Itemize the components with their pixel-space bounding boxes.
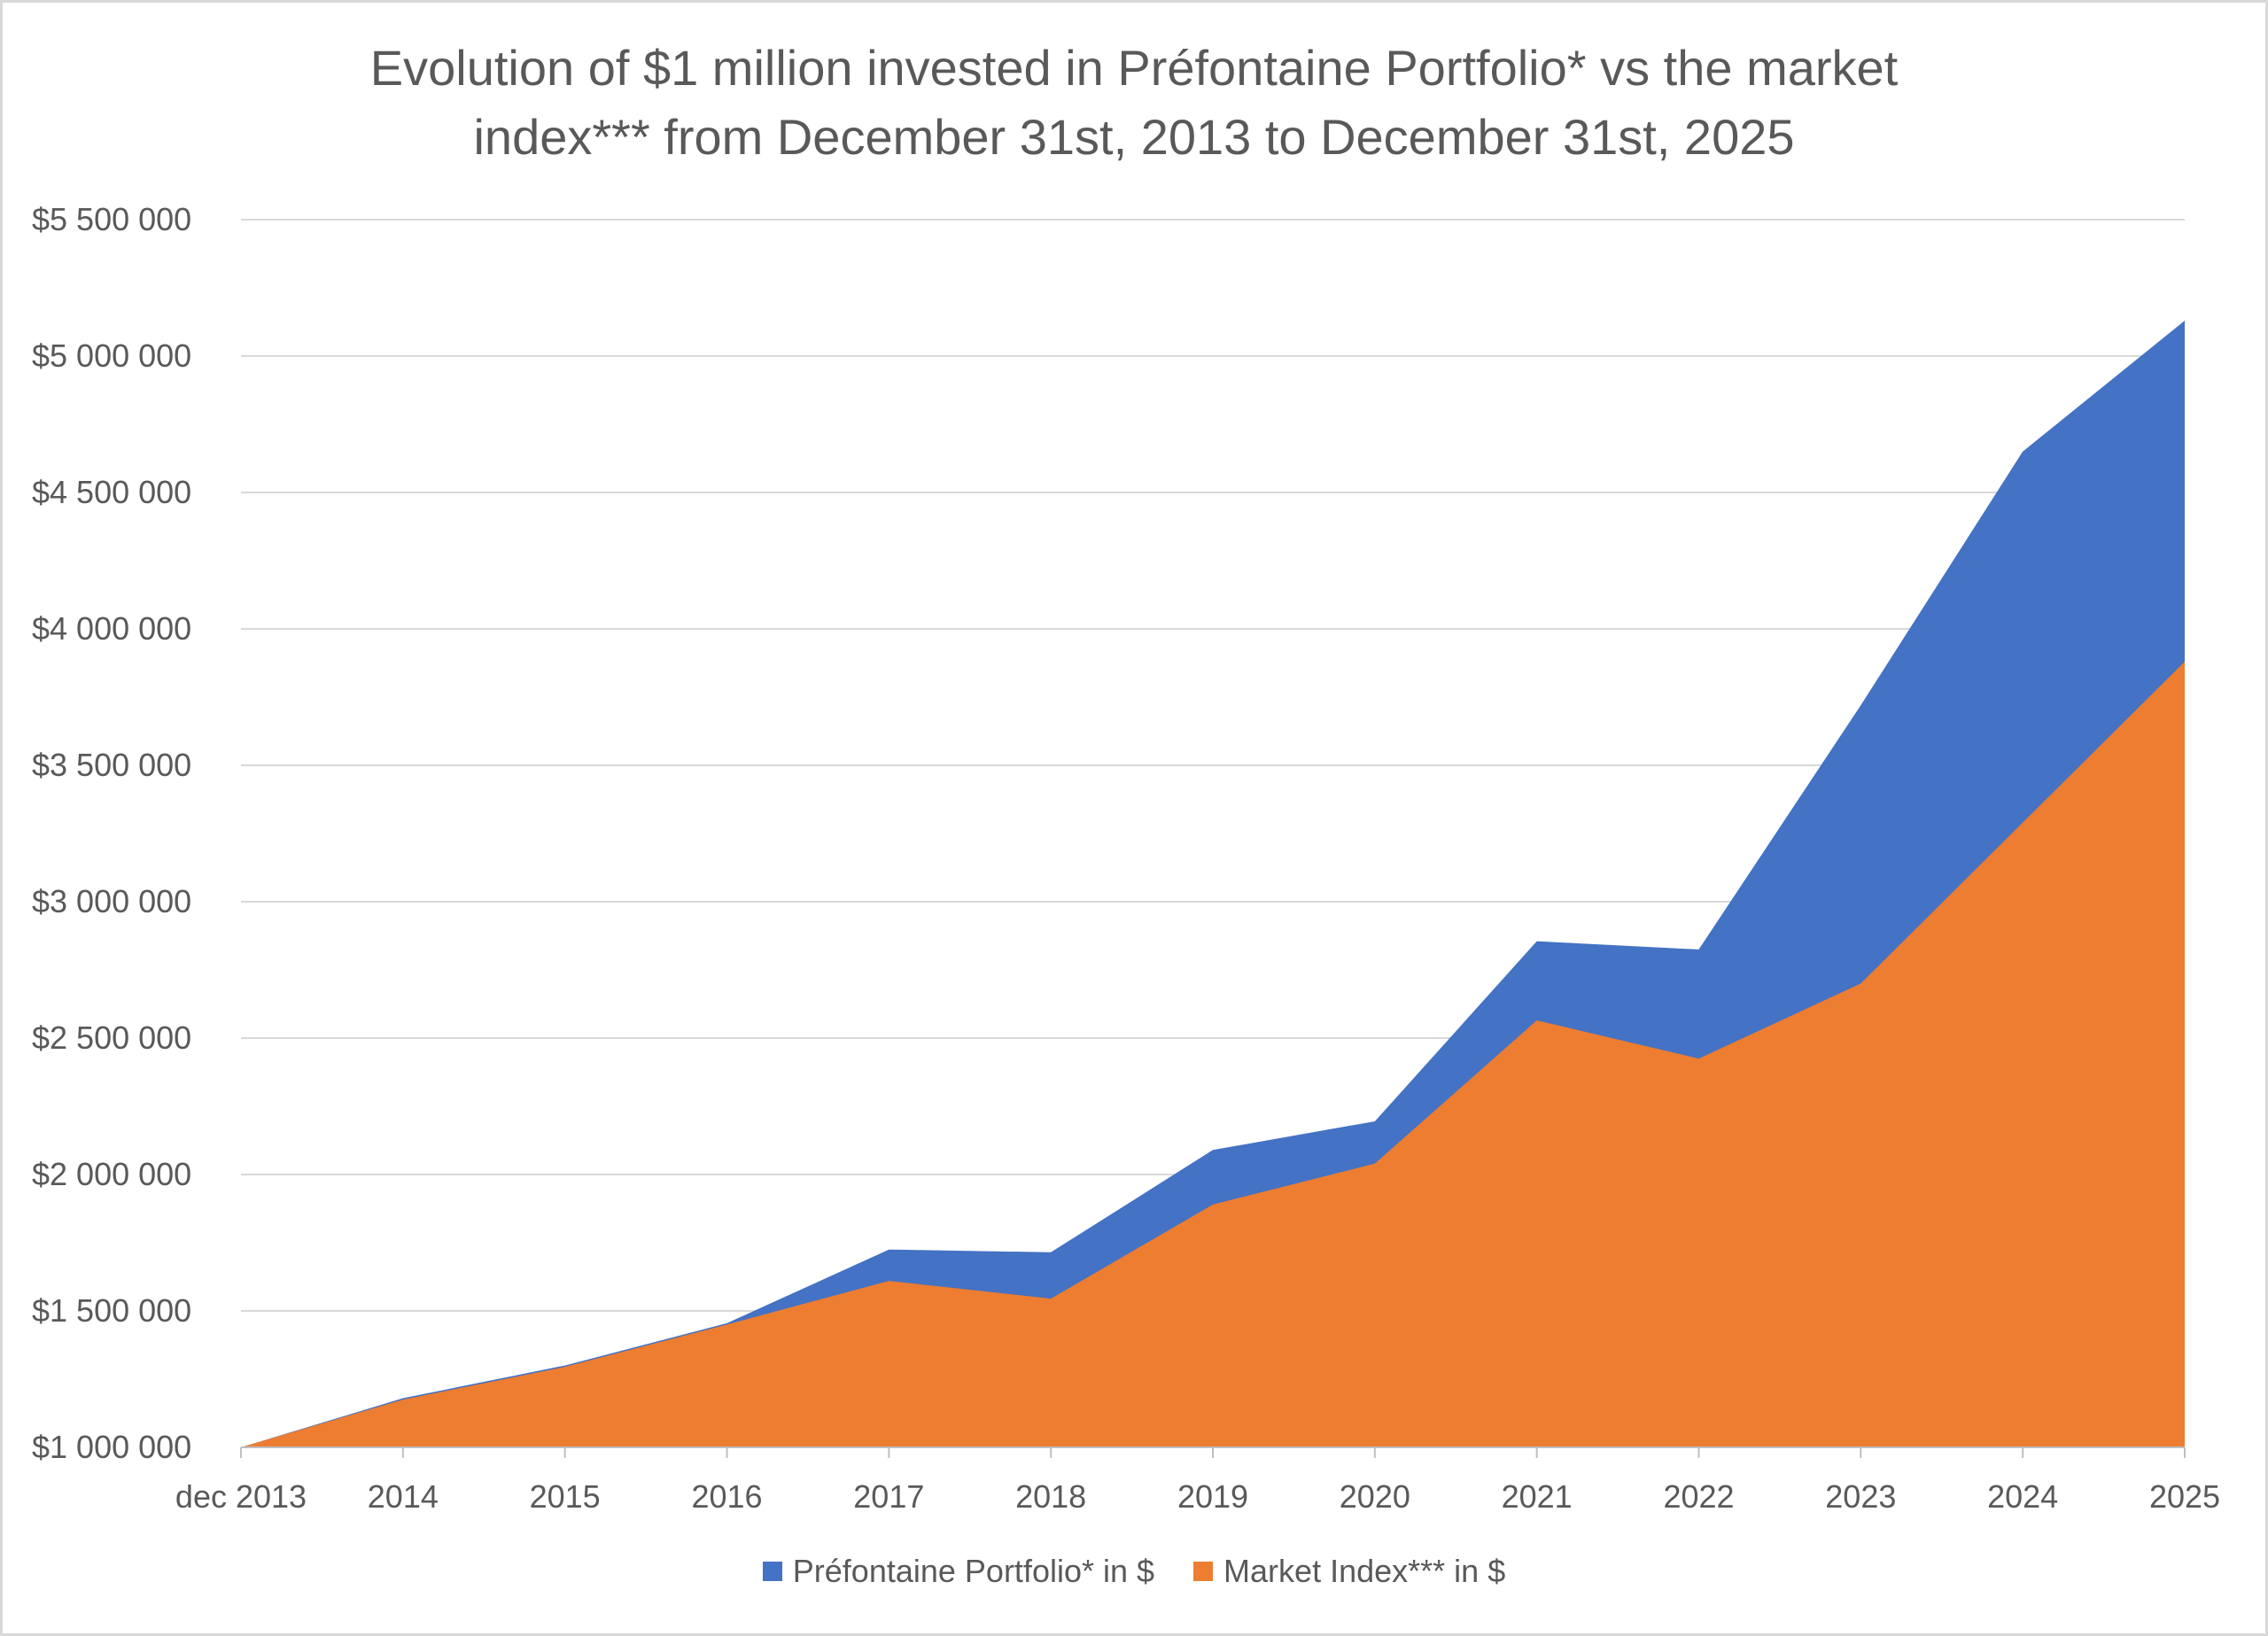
x-tick-label: 2014 [368,1478,439,1515]
legend-item-market-index: Market Index*** in $ [1193,1553,1505,1590]
legend-swatch-portfolio [762,1562,782,1581]
area-series [241,320,2185,1448]
y-tick-label: $3 500 000 [32,747,191,783]
legend-item-portfolio: Préfontaine Portfolio* in $ [762,1553,1155,1590]
x-tick-label: 2023 [1825,1478,1896,1515]
y-tick-label: $2 000 000 [32,1156,191,1192]
y-tick-label: $4 500 000 [32,474,191,510]
y-tick-label: $2 500 000 [32,1020,191,1056]
x-tick-label: 2019 [1177,1478,1248,1515]
x-tick-label: 2025 [2149,1478,2220,1515]
y-tick-label: $5 500 000 [32,201,191,237]
x-tick-label: 2018 [1015,1478,1086,1515]
x-tick-label: 2024 [1987,1478,2058,1515]
x-tick-label: 2020 [1340,1478,1410,1515]
legend-label-market-index: Market Index*** in $ [1223,1553,1506,1589]
x-tick-label: 2017 [853,1478,924,1515]
y-tick-label: $5 000 000 [32,337,191,374]
x-tick-label: 2022 [1663,1478,1734,1515]
y-tick-label: $3 000 000 [32,883,191,919]
axes [240,1446,2186,1458]
y-tick-label: $1 000 000 [32,1429,191,1465]
x-tick-label: 2016 [691,1478,762,1515]
x-tick-label: 2021 [1502,1478,1573,1515]
area-market-index [241,661,2185,1447]
chart-title-line-2: index*** from December 31st, 2013 to Dec… [473,109,1795,165]
y-axis-tick-labels: $1 000 000 $1 500 000 $2 000 000 $2 500 000… [32,201,191,1465]
x-tick-label: 2015 [530,1478,601,1515]
legend-label-portfolio: Préfontaine Portfolio* in $ [792,1553,1155,1589]
y-tick-label: $4 000 000 [32,610,191,647]
legend-swatch-market-index [1193,1562,1214,1581]
legend: Préfontaine Portfolio* in $ Market Index… [0,1553,2268,1590]
x-axis-tick-labels: dec 2013 2014 2015 2016 2017 2018 2019 2020 2021… [175,1478,2220,1515]
y-tick-label: $1 500 000 [32,1292,191,1329]
chart-title-line-1: Evolution of $1 million invested in Préf… [369,40,1899,96]
x-tick-label: dec 2013 [175,1478,307,1515]
